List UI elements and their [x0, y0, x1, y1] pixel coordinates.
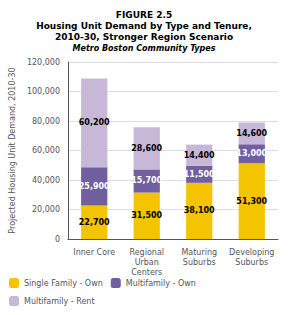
- svg-text:38,100: 38,100: [184, 206, 215, 215]
- svg-text:25,900: 25,900: [79, 182, 110, 191]
- svg-text:Suburbs: Suburbs: [183, 258, 216, 267]
- svg-text:51,300: 51,300: [236, 197, 267, 206]
- svg-text:80,000: 80,000: [32, 117, 60, 126]
- svg-text:31,500: 31,500: [131, 211, 162, 220]
- svg-text:Suburbs: Suburbs: [235, 258, 268, 267]
- svg-text:Developing: Developing: [229, 248, 274, 257]
- svg-text:13,000: 13,000: [236, 149, 267, 158]
- svg-text:0: 0: [55, 235, 60, 244]
- svg-text:15,700: 15,700: [131, 176, 162, 185]
- svg-text:Centers: Centers: [131, 268, 162, 277]
- svg-text:Multifamily - Own: Multifamily - Own: [126, 279, 196, 288]
- svg-text:40,000: 40,000: [32, 176, 60, 185]
- svg-text:60,200: 60,200: [79, 118, 110, 127]
- svg-text:11,500: 11,500: [184, 170, 215, 179]
- svg-text:Multifamily - Rent: Multifamily - Rent: [24, 297, 95, 306]
- svg-text:22,700: 22,700: [79, 218, 110, 227]
- svg-text:Single Family - Own: Single Family - Own: [24, 279, 103, 288]
- svg-text:Urban: Urban: [135, 258, 159, 267]
- svg-text:Inner Core: Inner Core: [73, 248, 115, 257]
- svg-text:FIGURE 2.5: FIGURE 2.5: [116, 10, 172, 20]
- svg-text:28,600: 28,600: [131, 144, 162, 153]
- svg-text:14,600: 14,600: [236, 129, 267, 138]
- svg-text:Projected Housing Unit Demand,: Projected Housing Unit Demand, 2010-30: [8, 67, 17, 233]
- svg-text:100,000: 100,000: [27, 87, 60, 96]
- svg-text:14,400: 14,400: [184, 151, 215, 160]
- svg-text:120,000: 120,000: [27, 58, 60, 67]
- svg-text:20,000: 20,000: [32, 205, 60, 214]
- svg-text:Housing Unit Demand by Type an: Housing Unit Demand by Type and Tenure,: [36, 21, 252, 31]
- svg-text:60,000: 60,000: [32, 146, 60, 155]
- svg-text:Regional: Regional: [129, 248, 164, 257]
- svg-text:Metro Boston Community Types: Metro Boston Community Types: [73, 44, 216, 53]
- svg-text:Maturing: Maturing: [181, 248, 217, 257]
- svg-text:2010-30, Stronger Region Scena: 2010-30, Stronger Region Scenario: [55, 32, 233, 42]
